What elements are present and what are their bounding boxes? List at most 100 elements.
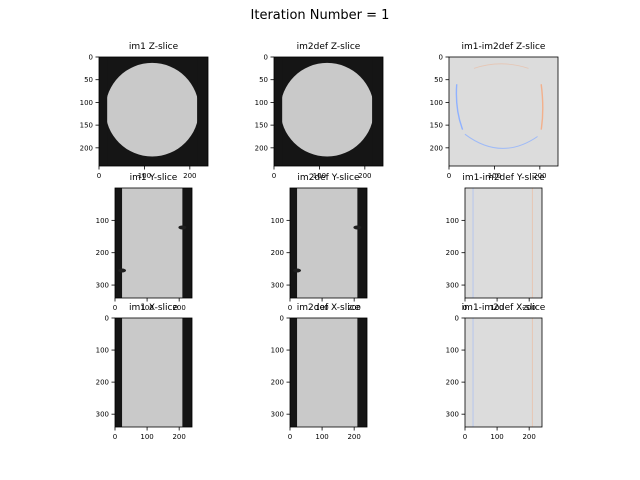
subplot-title: im2def Y-slice (297, 173, 360, 183)
y-tick-label: 100 (255, 99, 268, 107)
image-content (115, 318, 192, 427)
y-tick-label: 200 (96, 379, 109, 387)
y-tick-label: 100 (80, 99, 93, 107)
x-tick-label: 200 (522, 304, 535, 312)
diff-arc-top (473, 63, 529, 69)
x-tick-label: 0 (288, 304, 292, 312)
y-tick-label: 300 (96, 282, 109, 290)
image-content (290, 188, 367, 298)
image-content (115, 188, 192, 298)
x-tick-label: 100 (140, 433, 153, 441)
y-tick-label: 150 (255, 122, 268, 130)
pore-right (353, 225, 362, 230)
y-tick-label: 200 (446, 379, 459, 387)
sample-column (122, 188, 183, 298)
y-tick-label: 100 (96, 347, 109, 355)
x-tick-label: 0 (463, 433, 467, 441)
subplot-7: 0 100 200 0 100 200 300 im1 X-slice (96, 303, 193, 441)
subplot-6: 0 100 200 100 200 300 im1-im2def Y-slice (446, 173, 546, 312)
axes-frame (289, 187, 368, 299)
subplot-title: im1-im2def Z-slice (462, 42, 546, 52)
flat-side-right (197, 57, 208, 166)
y-tick-label: 100 (96, 217, 109, 225)
y-tick-label: 300 (271, 282, 284, 290)
y-tick-label: 0 (105, 315, 109, 323)
pore-right (178, 225, 187, 230)
y-tick-label: 100 (271, 347, 284, 355)
diff-background (465, 188, 542, 298)
subplot-title: im2def X-slice (297, 303, 361, 313)
subplot-3: 0 100 200 0 50 100 150 200 im1-im2def Z-slice (430, 42, 559, 180)
x-tick-label: 100 (138, 172, 151, 180)
y-tick-label: 50 (84, 76, 93, 84)
sample-column (297, 188, 358, 298)
y-tick-label: 200 (430, 144, 443, 152)
subplot-1: 0 100 200 0 50 100 150 200 im1 Z-slice (80, 42, 209, 180)
axes-frame (289, 317, 368, 428)
x-tick-label: 200 (172, 304, 185, 312)
y-tick-label: 300 (271, 411, 284, 419)
x-tick-label: 200 (183, 172, 196, 180)
diff-arc-left (455, 84, 464, 130)
diff-arc-right (540, 84, 544, 130)
subplot-title: im2def Z-slice (297, 42, 361, 52)
subplot-title: im1-im2def Y-slice (462, 173, 545, 183)
axes-frame (448, 56, 559, 167)
axes-frame (464, 187, 543, 299)
figure-title: Iteration Number = 1 (250, 8, 390, 23)
axes-frame (273, 56, 384, 167)
y-tick-label: 0 (455, 315, 459, 323)
image-content (99, 57, 208, 166)
diff-arc-bottom (464, 133, 538, 149)
y-tick-label: 300 (446, 282, 459, 290)
y-tick-label: 50 (259, 76, 268, 84)
x-tick-label: 100 (315, 433, 328, 441)
subplot-2: 0 100 200 0 50 100 150 200 im2def Z-slice (255, 42, 384, 180)
y-tick-label: 0 (439, 54, 443, 62)
y-tick-label: 0 (89, 54, 93, 62)
sample-cross-section (280, 62, 374, 157)
y-tick-label: 200 (80, 144, 93, 152)
subplot-9: 0 100 200 0 100 200 300 im1-im2def X-slice (446, 303, 546, 441)
x-tick-label: 0 (113, 433, 117, 441)
pore-left (293, 268, 302, 273)
flat-side-left (274, 57, 283, 166)
y-tick-label: 150 (430, 122, 443, 130)
y-tick-label: 100 (446, 217, 459, 225)
pore-left (118, 268, 127, 273)
x-tick-label: 100 (488, 172, 501, 180)
x-tick-label: 200 (522, 433, 535, 441)
y-tick-label: 100 (430, 99, 443, 107)
axes-frame (464, 317, 543, 428)
y-tick-label: 50 (434, 76, 443, 84)
y-tick-label: 300 (96, 411, 109, 419)
x-tick-label: 100 (315, 304, 328, 312)
sample-cross-section (105, 62, 199, 157)
x-tick-label: 200 (347, 433, 360, 441)
x-tick-label: 100 (490, 433, 503, 441)
x-tick-label: 0 (447, 172, 451, 180)
subplot-title: im1 Y-slice (130, 173, 178, 183)
x-tick-label: 0 (288, 433, 292, 441)
x-tick-label: 0 (113, 304, 117, 312)
x-tick-label: 100 (490, 304, 503, 312)
x-tick-label: 200 (347, 304, 360, 312)
y-tick-label: 200 (271, 379, 284, 387)
x-tick-label: 0 (463, 304, 467, 312)
x-tick-label: 200 (533, 172, 546, 180)
subplot-5: 0 100 200 100 200 300 im2def Y-slice (271, 173, 368, 312)
subplot-title: im1 X-slice (129, 303, 178, 313)
subplot-title: im1-im2def X-slice (462, 303, 546, 313)
x-tick-label: 100 (313, 172, 326, 180)
y-tick-label: 100 (271, 217, 284, 225)
image-content (449, 57, 558, 166)
image-content (274, 57, 383, 166)
x-tick-label: 200 (172, 433, 185, 441)
y-tick-label: 150 (80, 122, 93, 130)
flat-side-left (99, 57, 108, 166)
y-tick-label: 300 (446, 411, 459, 419)
y-tick-label: 0 (264, 54, 268, 62)
x-tick-label: 0 (97, 172, 101, 180)
subplot-4: 0 100 200 100 200 300 im1 Y-slice (96, 173, 193, 312)
